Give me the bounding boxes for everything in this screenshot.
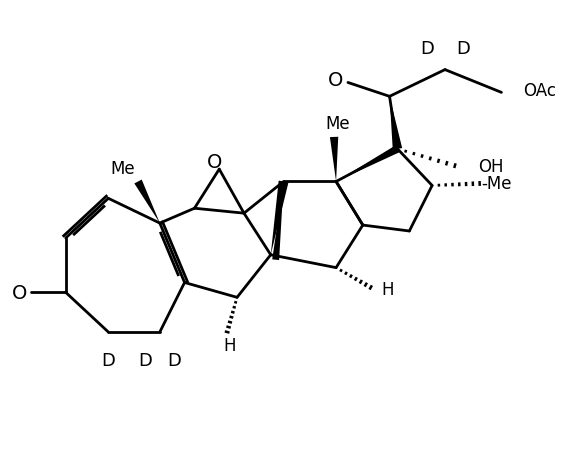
Polygon shape	[336, 146, 400, 182]
Text: H: H	[381, 281, 394, 299]
Text: OH: OH	[478, 157, 503, 175]
Text: D: D	[138, 351, 152, 369]
Text: H: H	[223, 336, 235, 354]
Text: D: D	[420, 40, 434, 58]
Text: Me: Me	[326, 115, 350, 133]
Text: D: D	[101, 351, 115, 369]
Polygon shape	[330, 138, 338, 182]
Text: D: D	[456, 40, 470, 58]
Polygon shape	[134, 180, 160, 224]
Polygon shape	[271, 181, 289, 255]
Text: OAc: OAc	[523, 82, 556, 100]
Text: -Me: -Me	[481, 175, 512, 193]
Text: O: O	[327, 71, 343, 90]
Polygon shape	[389, 97, 402, 150]
Text: D: D	[168, 351, 182, 369]
Text: Me: Me	[110, 159, 135, 177]
Polygon shape	[272, 182, 284, 261]
Text: O: O	[11, 283, 27, 302]
Text: O: O	[207, 152, 222, 171]
